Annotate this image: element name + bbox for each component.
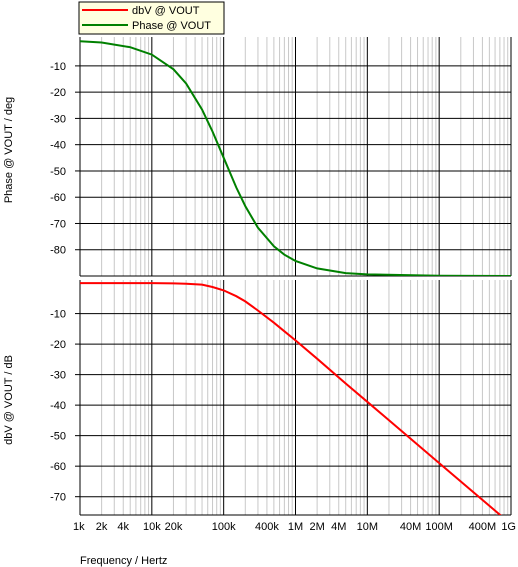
phase-panel: -10 -20 -30 -40 -50 -60 -70 -80 Phase @ VOUT / … [3, 37, 512, 277]
x-tick-label: 400M [469, 521, 497, 533]
x-tick-label: 1M [288, 521, 303, 533]
phase-y-tick-label: -30 [50, 113, 66, 125]
legend-box [78, 1, 225, 35]
dbv-grid [79, 280, 512, 516]
x-tick-label: 2M [309, 521, 324, 533]
x-tick-labels: 1k 2k 4k 10k 20k 100k 400k 1M 2M 4M 10M 40M 100M 400M… [73, 521, 516, 533]
legend-label-phase: Phase @ VOUT [132, 20, 211, 32]
x-axis-label: Frequency / Hertz [80, 555, 167, 567]
dbv-series-line [80, 282, 502, 515]
legend: dbV @ VOUT Phase @ VOUT [78, 1, 225, 35]
dbv-y-tick-label: -40 [50, 400, 66, 412]
phase-y-tick-label: -60 [50, 192, 66, 204]
x-tick-label: 20k [165, 521, 183, 533]
dbv-y-tick-label: -30 [50, 370, 66, 382]
dbv-y-tick-label: -50 [50, 431, 66, 443]
phase-y-tick-label: -10 [50, 61, 66, 73]
x-tick-label: 1G [501, 521, 516, 533]
x-tick-label: 10k [143, 521, 161, 533]
dbv-y-axis-label: dbV @ VOUT / dB [3, 355, 15, 445]
phase-y-tick-label: -70 [50, 218, 66, 230]
dbv-y-tick-label: -20 [50, 339, 66, 351]
phase-y-tick-label: -40 [50, 140, 66, 152]
x-tick-label: 2k [96, 521, 108, 533]
x-tick-label: 100M [425, 521, 453, 533]
x-tick-label: 10M [357, 521, 378, 533]
dbv-panel: -10 -20 -30 -40 -50 -60 -70 1k 2k 4k 10k 20k 100k 40… [3, 280, 516, 567]
x-tick-label: 1k [73, 521, 85, 533]
x-tick-label: 400k [255, 521, 279, 533]
phase-y-ticks: -10 -20 -30 -40 -50 -60 -70 -80 [50, 61, 80, 257]
dbv-y-ticks: -10 -20 -30 -40 -50 -60 -70 [50, 309, 80, 504]
x-tick-label: 4M [331, 521, 346, 533]
dbv-y-tick-label: -10 [50, 309, 66, 321]
x-tick-label: 4k [117, 521, 129, 533]
x-tick-label: 40M [400, 521, 421, 533]
phase-y-axis-label: Phase @ VOUT / deg [3, 97, 15, 203]
phase-series-line [80, 40, 511, 276]
phase-y-tick-label: -50 [50, 166, 66, 178]
phase-y-tick-label: -20 [50, 87, 66, 99]
x-tick-label: 100k [212, 521, 236, 533]
dbv-y-tick-label: -70 [50, 492, 66, 504]
phase-y-tick-label: -80 [50, 245, 66, 257]
legend-label-dbv: dbV @ VOUT [132, 5, 200, 17]
phase-grid [79, 37, 512, 277]
dbv-y-tick-label: -60 [50, 461, 66, 473]
